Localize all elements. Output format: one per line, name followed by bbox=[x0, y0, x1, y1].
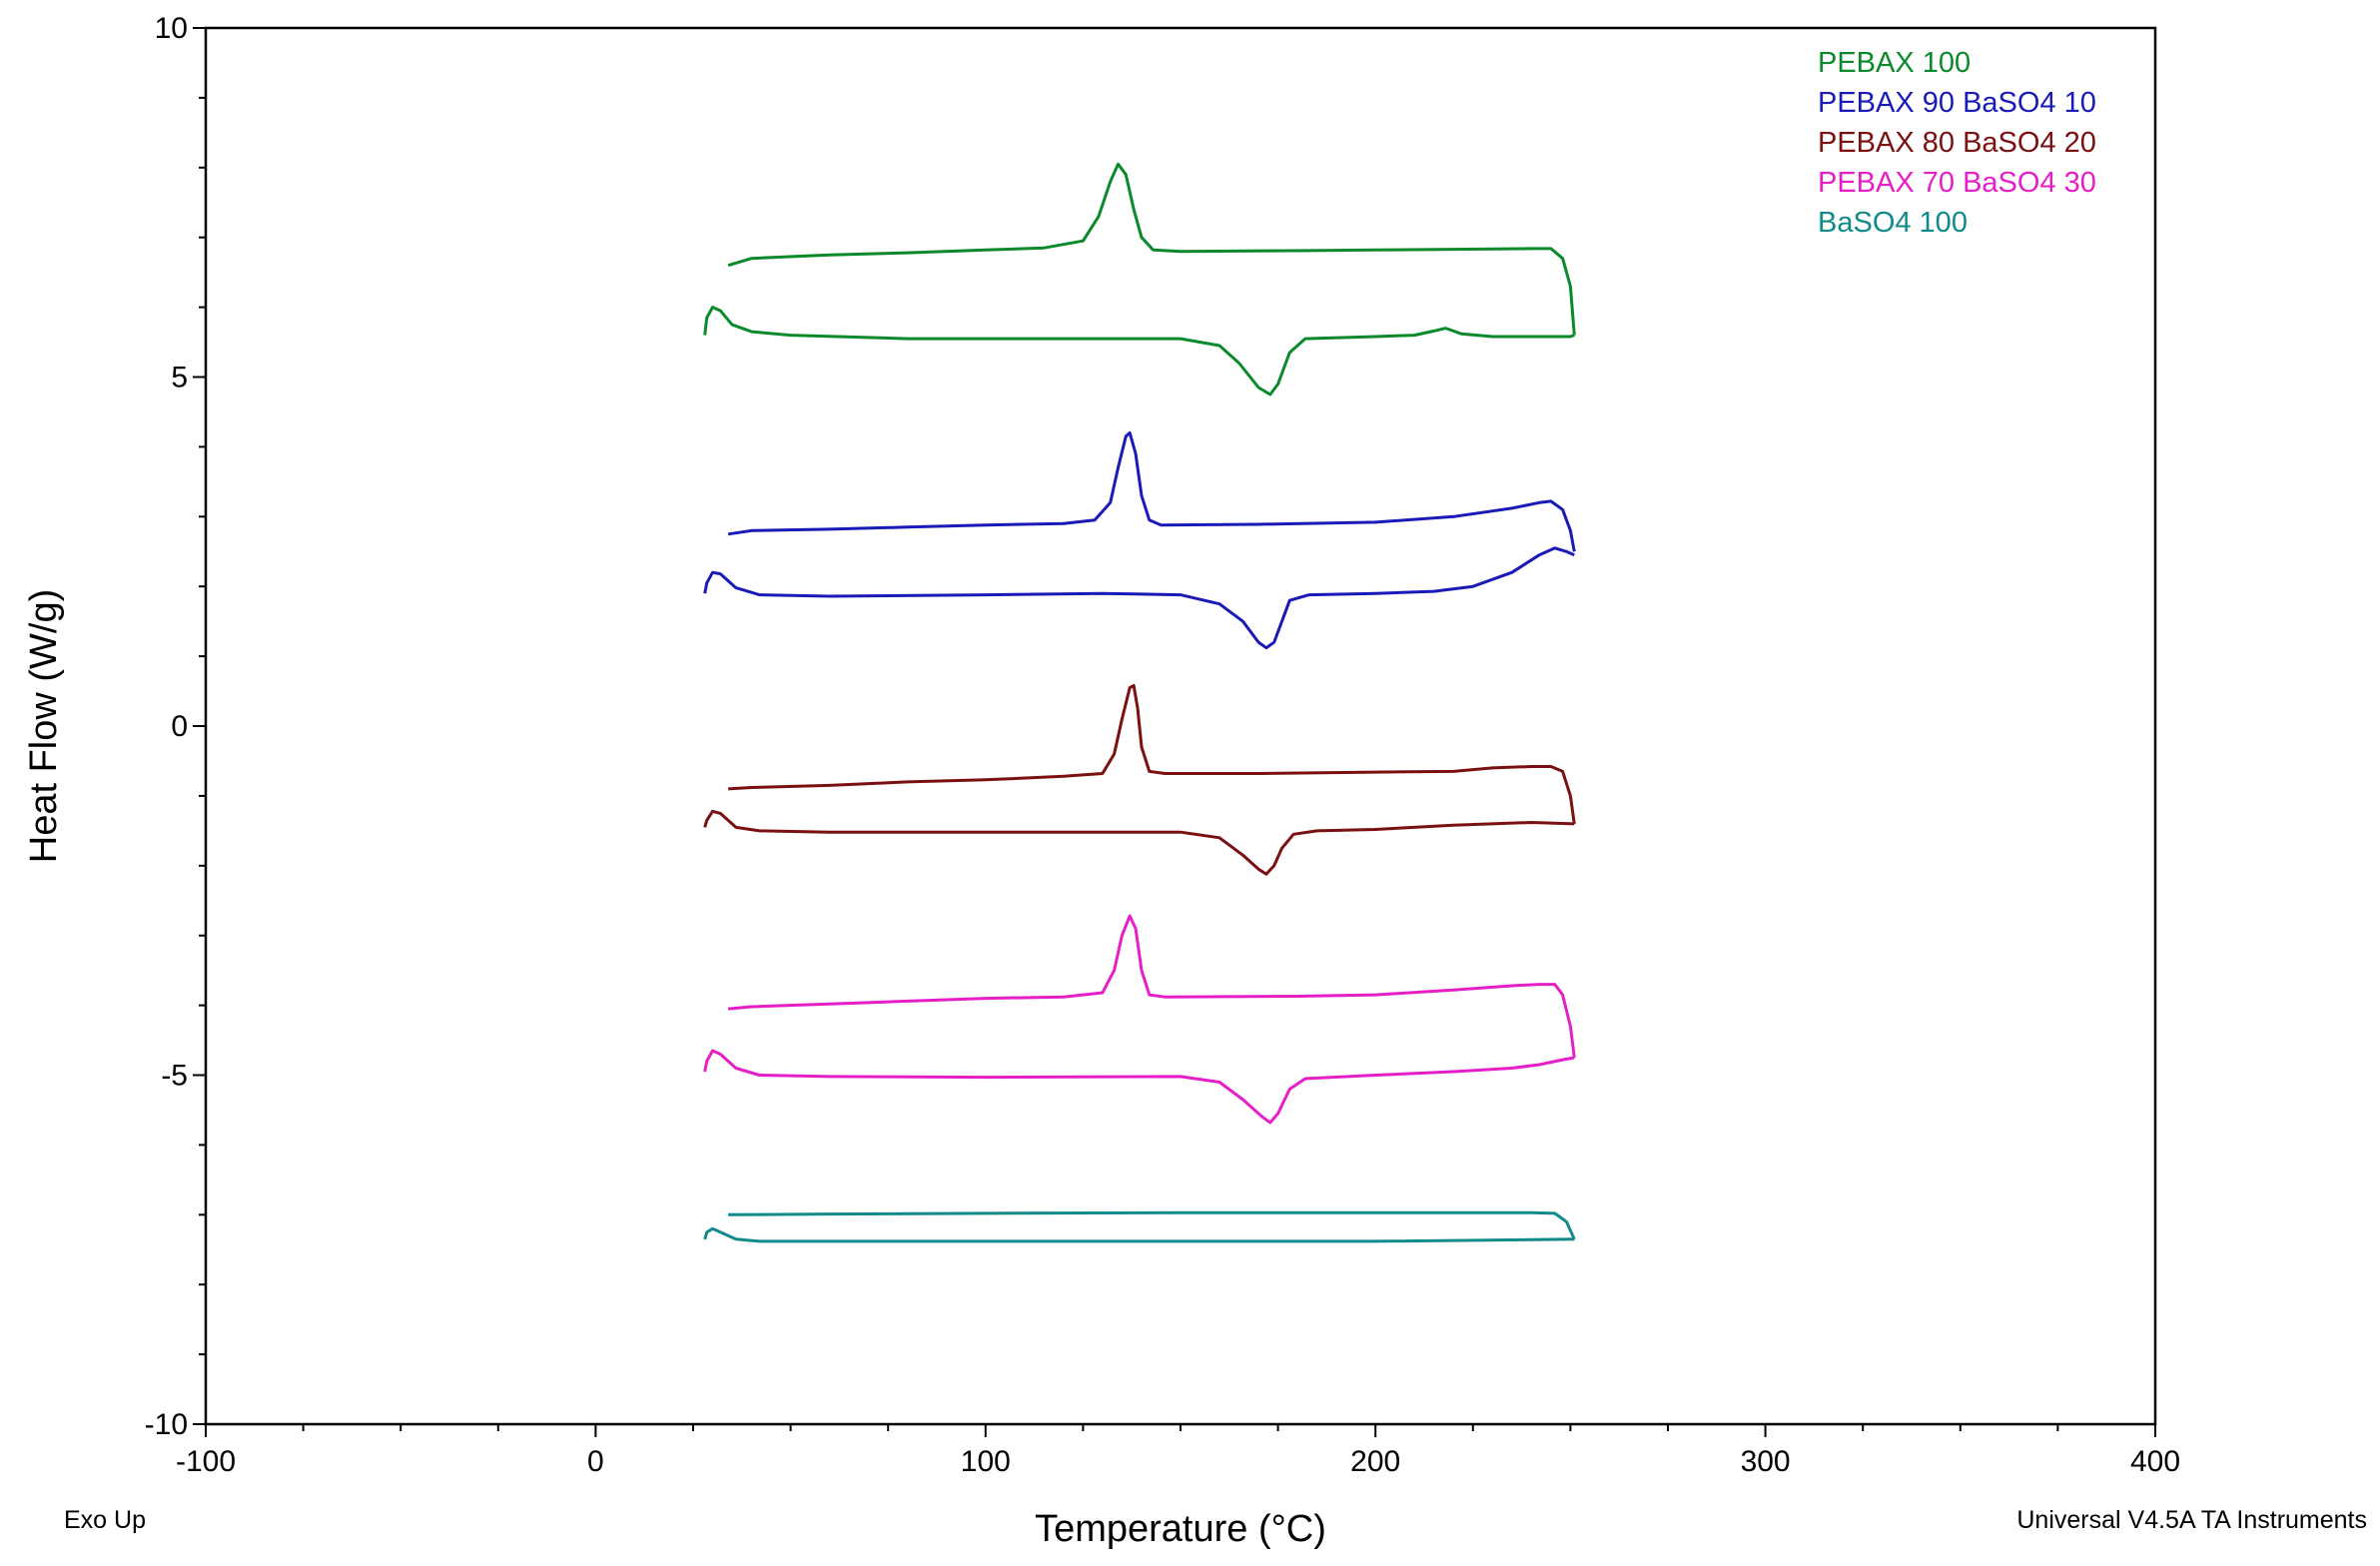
software-note: Universal V4.5A TA Instruments bbox=[2016, 1506, 2367, 1534]
series-4-cooling-line bbox=[727, 914, 1576, 1059]
y-axis-title: Heat Flow (W/g) bbox=[23, 589, 65, 863]
series-4 bbox=[703, 914, 1576, 1125]
legend-entry-4: PEBAX 70 BaSO4 30 bbox=[1818, 167, 2096, 199]
y-tick-label: 0 bbox=[171, 710, 188, 743]
x-tick-label: 0 bbox=[587, 1445, 604, 1478]
series-3-cooling-line bbox=[728, 684, 1576, 825]
legend-entry-1: PEBAX 100 bbox=[1818, 47, 1971, 79]
series-5-heating-line bbox=[703, 1226, 1575, 1243]
exo-up-note: Exo Up bbox=[64, 1506, 146, 1534]
series-1 bbox=[703, 162, 1576, 396]
series-2-cooling-line bbox=[727, 430, 1576, 552]
x-tick-label: -100 bbox=[176, 1445, 236, 1478]
series-5-cooling-line bbox=[728, 1210, 1576, 1240]
series-3-heating-line bbox=[703, 809, 1575, 876]
x-tick-label: 300 bbox=[1741, 1445, 1791, 1478]
axis-ticks bbox=[193, 27, 2156, 1437]
series-2-heating-line bbox=[703, 546, 1575, 650]
series-3 bbox=[703, 684, 1576, 876]
y-tick-label: -10 bbox=[145, 1408, 188, 1441]
y-tick-label: -5 bbox=[161, 1060, 188, 1093]
series-5 bbox=[703, 1210, 1576, 1243]
y-tick-label: 10 bbox=[155, 12, 188, 45]
legend-entry-5: BaSO4 100 bbox=[1818, 207, 1968, 239]
series-4-heating-line bbox=[703, 1049, 1575, 1125]
y-tick-label: 5 bbox=[171, 362, 188, 394]
x-tick-label: 200 bbox=[1350, 1445, 1400, 1478]
series-layer bbox=[703, 162, 1576, 1243]
legend: PEBAX 100 PEBAX 90 BaSO4 10 PEBAX 80 BaSO4… bbox=[1818, 47, 2096, 239]
x-tick-label: 100 bbox=[961, 1445, 1011, 1478]
legend-entry-3: PEBAX 80 BaSO4 20 bbox=[1818, 127, 2096, 159]
x-axis-title: Temperature (°C) bbox=[1035, 1508, 1326, 1550]
series-1-cooling-line bbox=[727, 162, 1576, 336]
legend-entry-2: PEBAX 90 BaSO4 10 bbox=[1818, 87, 2096, 119]
series-2 bbox=[703, 430, 1576, 650]
series-1-heating-line bbox=[703, 306, 1575, 396]
x-tick-label: 400 bbox=[2130, 1445, 2180, 1478]
